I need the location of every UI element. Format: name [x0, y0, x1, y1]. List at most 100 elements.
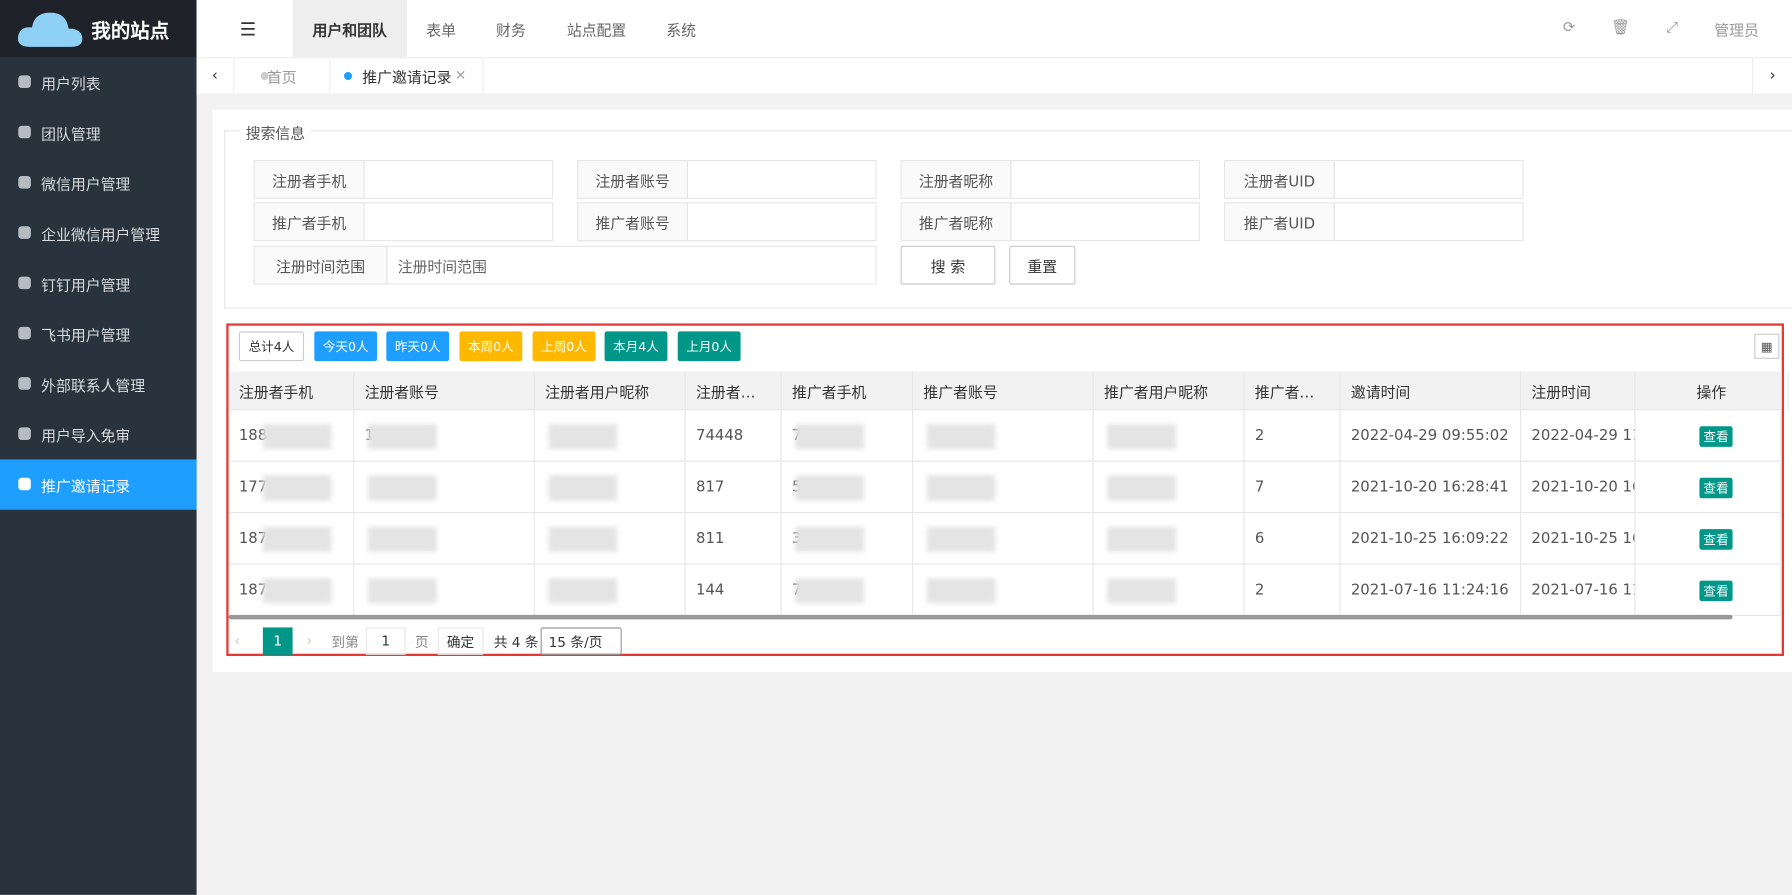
table-cell: 2022-04-29 09:55:02	[1341, 410, 1522, 462]
tab-close[interactable]: ×	[454, 66, 467, 83]
blurred-text	[1107, 423, 1176, 450]
stat-button[interactable]: 本周0人	[459, 331, 523, 362]
sidebar-item[interactable]: 用户列表	[41, 75, 101, 94]
table-cell: 6	[1245, 513, 1341, 565]
view-button[interactable]: 查看	[1699, 580, 1733, 602]
pager-size[interactable]: 15 条/页	[540, 627, 622, 655]
sidebar-item[interactable]: 钉钉用户管理	[41, 277, 131, 295]
range-input[interactable]: 注册时间范围	[386, 245, 877, 285]
table-cell	[1094, 564, 1245, 616]
field-label: 推广者UID	[1223, 202, 1335, 242]
table-cell: 144	[686, 564, 782, 616]
stat-button[interactable]: 昨天0人	[386, 331, 450, 362]
table-row	[228, 513, 1782, 565]
blurred-text	[262, 423, 332, 450]
blurred-text	[926, 526, 996, 552]
top-icon[interactable]: 🗑	[1611, 18, 1630, 36]
top-icon[interactable]: ⤢	[1666, 18, 1678, 36]
sidebar-item[interactable]: 飞书用户管理	[41, 327, 131, 345]
field-input[interactable]	[1010, 202, 1200, 242]
pager-prev[interactable]: ‹	[234, 632, 241, 650]
sidebar-item[interactable]: 企业微信用户管理	[41, 226, 161, 244]
top-tab[interactable]: 站点配置	[566, 22, 627, 40]
field-input[interactable]	[1010, 159, 1200, 199]
pager-next[interactable]: ›	[306, 632, 313, 650]
view-button[interactable]: 查看	[1699, 529, 1733, 550]
sidebar-item[interactable]: 团队管理	[41, 126, 101, 144]
field-label: 注册者手机	[253, 159, 365, 199]
field-input[interactable]	[363, 202, 554, 242]
table-cell	[1094, 513, 1245, 565]
field-input[interactable]	[363, 159, 554, 199]
pager-input[interactable]: 1	[365, 627, 406, 655]
table-cell: 2021-07-16 11:24:16	[1341, 564, 1522, 616]
table-cell: 7	[1245, 461, 1341, 514]
column-header[interactable]: 注册时间	[1521, 371, 1636, 411]
reset-button[interactable]: 重置	[1009, 245, 1076, 285]
sidebar-item[interactable]: 外部联系人管理	[41, 377, 146, 395]
sidebar-icon	[18, 477, 31, 491]
blurred-text	[262, 526, 332, 552]
table-cell: 2021-10-20 16:28:41	[1341, 461, 1522, 514]
table-cell: 2021-10-25 16:09:22	[1341, 513, 1522, 565]
sidebar-icon	[18, 75, 31, 88]
sidebar-item[interactable]: 微信用户管理	[41, 176, 131, 194]
range-label: 注册时间范围	[253, 245, 388, 285]
field-input[interactable]	[686, 202, 877, 242]
table-header-bg	[228, 371, 1782, 411]
sidebar-icon	[18, 326, 31, 340]
table-cell	[913, 410, 1094, 462]
sidebar-icon	[18, 427, 31, 440]
top-tab[interactable]: 表单	[426, 22, 456, 40]
pager-confirm[interactable]: 确定	[437, 627, 484, 655]
pager-current[interactable]: 1	[262, 627, 293, 655]
tab-prev[interactable]: ‹	[197, 58, 235, 94]
table-cell: 74448	[686, 410, 782, 462]
blurred-text	[795, 423, 864, 450]
sidebar-item[interactable]: 用户导入免审	[41, 427, 131, 446]
view-button[interactable]: 查看	[1699, 426, 1733, 447]
stat-button[interactable]: 上月0人	[677, 331, 741, 362]
column-header: 推广者用户昵称	[1094, 371, 1245, 411]
top-tab[interactable]: 系统	[666, 22, 696, 40]
top-tab[interactable]: 财务	[495, 22, 526, 40]
stat-button[interactable]: 上周0人	[532, 331, 596, 362]
blurred-text	[367, 578, 437, 604]
menu-toggle[interactable]: ☰	[239, 17, 257, 40]
top-icon[interactable]: ⟳	[1562, 18, 1576, 36]
sidebar-icon	[18, 377, 31, 390]
field-input[interactable]	[1333, 202, 1524, 242]
action-cell	[1635, 410, 1782, 462]
sidebar-item[interactable]: 推广邀请记录	[0, 459, 197, 510]
table-cell	[535, 564, 686, 616]
table-cell	[1094, 410, 1245, 462]
stat-button[interactable]: 本月4人	[604, 331, 668, 362]
view-button[interactable]: 查看	[1699, 477, 1733, 499]
sidebar-icon	[18, 276, 31, 290]
tab-next[interactable]: ›	[1751, 58, 1792, 94]
column-header: 推广者手机	[782, 371, 914, 411]
logo	[17, 12, 83, 47]
blurred-text	[926, 578, 996, 604]
blurred-text	[795, 526, 864, 552]
table-cell	[354, 461, 535, 514]
scrollbar[interactable]	[228, 614, 1733, 620]
highlight-box	[226, 323, 1784, 656]
user-menu[interactable]: 管理员	[1714, 22, 1759, 40]
page-tab[interactable]: 首页	[234, 58, 331, 94]
search-button[interactable]: 搜 索	[900, 245, 996, 285]
page-tab[interactable]: 推广邀请记录	[330, 58, 484, 94]
columns-toggle[interactable]: ▦	[1754, 333, 1780, 359]
field-input[interactable]	[1333, 159, 1524, 199]
field-label: 推广者账号	[577, 202, 688, 242]
column-header: 邀请时间	[1341, 371, 1522, 411]
blurred-text	[1107, 475, 1176, 501]
top-tab[interactable]: 用户和团队	[292, 0, 407, 58]
field-input[interactable]	[686, 159, 877, 199]
blurred-text	[548, 423, 618, 450]
field-label: 注册者账号	[577, 159, 688, 199]
stat-button[interactable]: 今天0人	[314, 331, 378, 362]
column-header: 注册者账号	[354, 371, 535, 411]
stat-button[interactable]: 总计4人	[238, 331, 304, 362]
sidebar-icon	[18, 226, 31, 239]
